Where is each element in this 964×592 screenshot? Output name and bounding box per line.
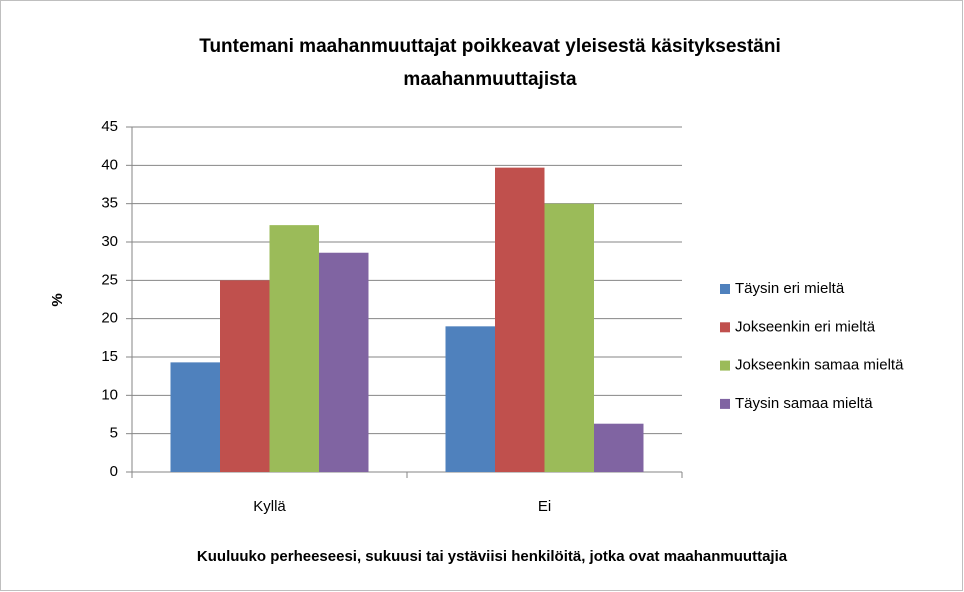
bar — [544, 203, 594, 472]
legend-label: Täysin eri mieltä — [735, 280, 845, 297]
chart-title: Tuntemani maahanmuuttajat poikkeavat yle… — [199, 36, 781, 57]
legend-swatch — [720, 398, 730, 409]
y-tick-label: 25 — [101, 271, 118, 288]
y-axis-title: % — [49, 293, 66, 306]
bar — [319, 252, 369, 472]
y-tick-label: 15 — [101, 348, 118, 365]
y-tick-label: 10 — [101, 386, 118, 403]
legend-swatch — [720, 284, 730, 294]
x-axis-title: Kuuluuko perheeseesi, sukuusi tai ystävi… — [197, 548, 788, 565]
legend-label: Täysin samaa mieltä — [735, 395, 873, 412]
x-tick-label: Kyllä — [253, 498, 286, 515]
legend-label: Jokseenkin samaa mieltä — [735, 357, 904, 374]
y-tick-label: 45 — [101, 118, 118, 135]
legend-swatch — [720, 322, 730, 333]
y-tick-label: 30 — [101, 233, 118, 250]
chart-title: maahanmuuttajista — [403, 69, 577, 90]
y-tick-label: 35 — [101, 195, 118, 212]
bar — [495, 167, 545, 472]
y-tick-label: 5 — [110, 425, 118, 442]
legend-label: Jokseenkin eri mieltä — [735, 318, 876, 335]
bar — [220, 280, 270, 472]
y-tick-label: 20 — [101, 310, 118, 327]
bar — [594, 423, 644, 472]
x-tick-label: Ei — [538, 498, 551, 515]
y-tick-label: 0 — [110, 463, 118, 480]
bar — [445, 326, 495, 472]
bar — [269, 225, 319, 472]
legend-swatch — [720, 360, 730, 371]
y-tick-label: 40 — [101, 156, 118, 173]
bar — [170, 362, 220, 472]
